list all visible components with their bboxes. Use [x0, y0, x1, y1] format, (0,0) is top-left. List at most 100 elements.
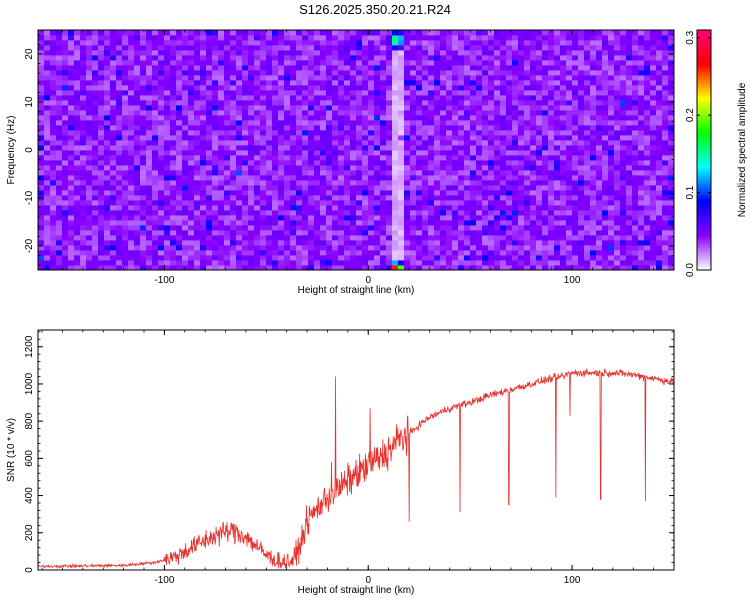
heatmap-cell: [494, 200, 501, 206]
heatmap-cell: [446, 175, 453, 181]
heatmap-cell: [626, 55, 633, 61]
heatmap-cell: [344, 200, 351, 206]
heatmap-cell: [188, 190, 195, 196]
heatmap-cell: [608, 50, 615, 56]
heatmap-cell: [650, 135, 657, 141]
heatmap-cell: [620, 175, 627, 181]
heatmap-cell: [164, 265, 171, 270]
heatmap-cell: [668, 40, 674, 46]
heatmap-cell: [668, 190, 674, 196]
heatmap-cell: [464, 110, 471, 116]
heatmap-cell: [170, 65, 177, 71]
heatmap-cell: [164, 70, 171, 76]
heatmap-cell: [50, 220, 57, 226]
heatmap-cell: [284, 120, 291, 126]
heatmap-cell: [332, 115, 339, 121]
heatmap-cell: [536, 75, 543, 81]
heatmap-cell: [356, 50, 363, 56]
heatmap-cell: [464, 70, 471, 76]
heatmap-cell: [332, 110, 339, 116]
heatmap-cell: [218, 195, 225, 201]
heatmap-cell: [218, 120, 225, 126]
heatmap-cell: [356, 130, 363, 136]
heatmap-cell: [218, 105, 225, 111]
heatmap-cell: [332, 175, 339, 181]
heatmap-cell: [392, 50, 399, 56]
heatmap-cell: [320, 190, 327, 196]
heatmap-cell: [398, 60, 405, 66]
heatmap-cell: [668, 65, 674, 71]
heatmap-cell: [428, 80, 435, 86]
heatmap-cell: [248, 185, 255, 191]
heatmap-cell: [242, 100, 249, 106]
heatmap-cell: [602, 215, 609, 221]
heatmap-cell: [542, 180, 549, 186]
heatmap-cell: [464, 215, 471, 221]
heatmap-cell: [410, 260, 417, 266]
heatmap-cell: [512, 265, 519, 270]
heatmap-cell: [656, 185, 663, 191]
heatmap-cell: [230, 245, 237, 251]
heatmap-cell: [518, 70, 525, 76]
heatmap-cell: [62, 105, 69, 111]
heatmap-cell: [458, 35, 465, 41]
heatmap-cell: [590, 35, 597, 41]
heatmap-cell: [524, 210, 531, 216]
heatmap-cell: [374, 145, 381, 151]
heatmap-cell: [86, 120, 93, 126]
heatmap-cell: [56, 240, 63, 246]
heatmap-cell: [620, 255, 627, 261]
heatmap-cell: [632, 140, 639, 146]
heatmap-cell: [566, 265, 573, 270]
heatmap-cell: [626, 75, 633, 81]
heatmap-cell: [260, 95, 267, 101]
heatmap-cell: [314, 235, 321, 241]
heatmap-cell: [200, 100, 207, 106]
heatmap-cell: [80, 250, 87, 256]
heatmap-cell: [260, 160, 267, 166]
heatmap-cell: [308, 50, 315, 56]
heatmap-cell: [482, 255, 489, 261]
heatmap-cell: [470, 250, 477, 256]
heatmap-cell: [56, 190, 63, 196]
heatmap-cell: [290, 100, 297, 106]
heatmap-cell: [62, 140, 69, 146]
heatmap-cell: [50, 120, 57, 126]
heatmap-cell: [464, 55, 471, 61]
heatmap-cell: [662, 235, 669, 241]
heatmap-cell: [194, 215, 201, 221]
heatmap-cell: [410, 90, 417, 96]
heatmap-cell: [458, 50, 465, 56]
heatmap-cell: [404, 115, 411, 121]
heatmap-cell: [350, 50, 357, 56]
heatmap-cell: [98, 45, 105, 51]
heatmap-cell: [326, 45, 333, 51]
heatmap-cell: [662, 240, 669, 246]
heatmap-cell: [620, 210, 627, 216]
heatmap-cell: [446, 200, 453, 206]
heatmap-cell: [122, 130, 129, 136]
heatmap-cell: [470, 70, 477, 76]
heatmap-cell: [398, 105, 405, 111]
heatmap-cell: [542, 200, 549, 206]
heatmap-cell: [302, 155, 309, 161]
heatmap-cell: [542, 230, 549, 236]
heatmap-cell: [458, 235, 465, 241]
heatmap-cell: [518, 230, 525, 236]
heatmap-cell: [278, 245, 285, 251]
heatmap-cell: [602, 105, 609, 111]
heatmap-cell: [446, 70, 453, 76]
heatmap-cell: [464, 260, 471, 266]
heatmap-cell: [134, 60, 141, 66]
heatmap-cell: [212, 180, 219, 186]
heatmap-cell: [344, 130, 351, 136]
heatmap-cell: [140, 155, 147, 161]
heatmap-cell: [530, 70, 537, 76]
heatmap-cell: [488, 240, 495, 246]
heatmap-cell: [86, 210, 93, 216]
heatmap-cell: [668, 155, 674, 161]
heatmap-cell: [560, 250, 567, 256]
heatmap-cell: [38, 50, 45, 56]
heatmap-cell: [632, 155, 639, 161]
heatmap-cell: [140, 125, 147, 131]
